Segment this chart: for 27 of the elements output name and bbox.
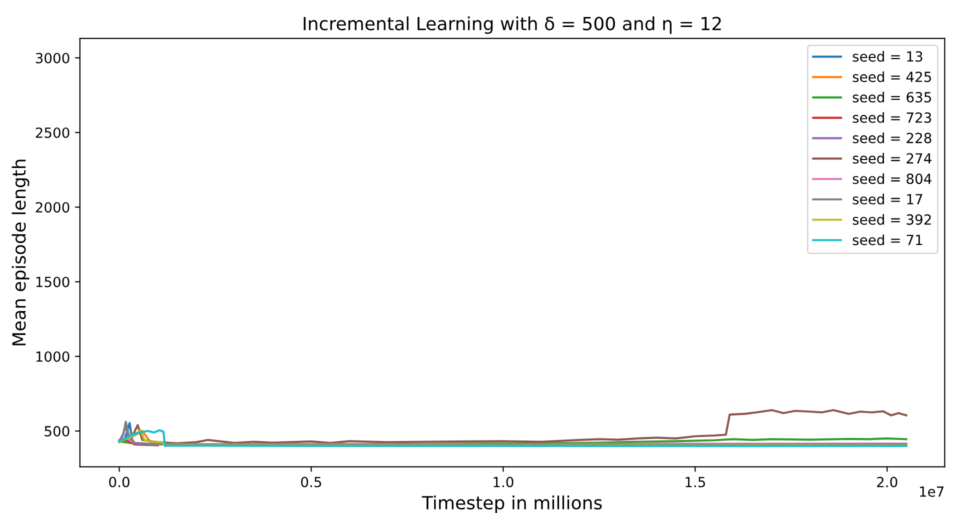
legend-label: seed = 804 — [852, 173, 932, 184]
x-tick-label: 1.0 — [494, 476, 514, 488]
text: 1e7 — [920, 486, 944, 497]
y-tick-label: 2000 — [36, 202, 70, 213]
legend-label: seed = 635 — [852, 92, 931, 102]
y-tick-label: 1500 — [36, 276, 70, 288]
x-axis-title: Timestep in millions — [422, 496, 602, 513]
line-series — [118, 430, 159, 446]
legend-label: seed = 274 — [852, 152, 932, 164]
y-tick-label: 500 — [44, 426, 70, 436]
legend-label: seed = 13 — [852, 50, 922, 62]
x-tick-label: 0.0 — [109, 476, 130, 488]
line-series — [118, 420, 908, 446]
y-tick-label: 1000 — [36, 351, 70, 362]
legend-label: seed = 71 — [852, 234, 922, 246]
x-tick-label: 0.5 — [301, 476, 322, 488]
legend-label: seed = 392 — [852, 214, 931, 225]
x-tick-label: 2.0 — [877, 476, 898, 488]
chart-title: Incremental Learning with δ = 500 and η = 12 — [304, 16, 721, 34]
legend-label: seed = 723 — [852, 112, 932, 123]
legend-label: seed = 17 — [852, 194, 922, 204]
legend-label: seed = 425 — [852, 71, 931, 82]
x-tick-label: 1.5 — [686, 476, 705, 488]
legend-label: seed = 228 — [852, 132, 932, 144]
y-axis-title: Mean episode length — [12, 160, 30, 346]
y-tick-label: 3000 — [36, 52, 70, 64]
y-tick-label: 2500 — [36, 127, 70, 138]
